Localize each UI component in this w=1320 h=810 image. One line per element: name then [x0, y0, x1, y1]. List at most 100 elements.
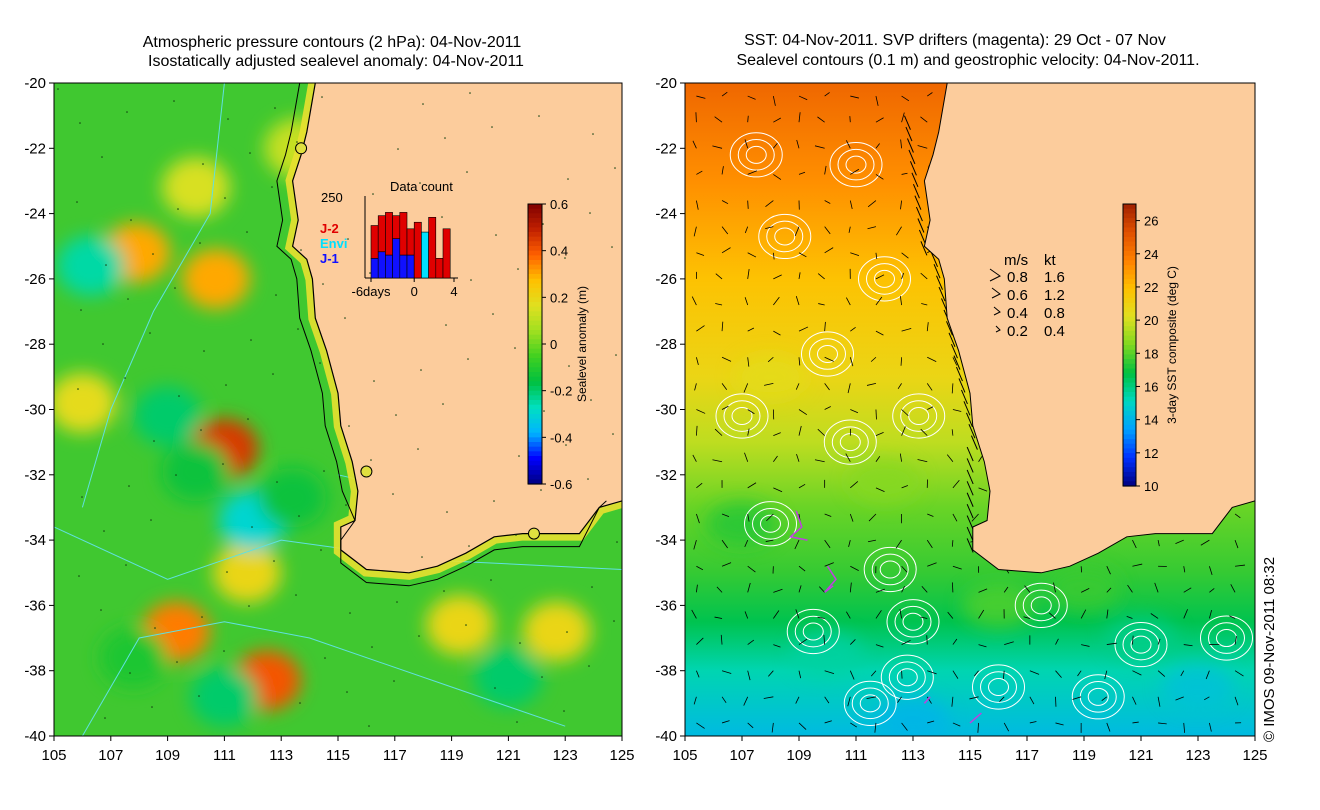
vel-legend-ms: 0.2 [1007, 323, 1028, 340]
data-point [198, 695, 200, 697]
colorbar-segment [528, 428, 542, 434]
colorbar-segment [1123, 359, 1136, 365]
data-point [422, 103, 424, 105]
velocity-arrow [1029, 721, 1037, 724]
data-point [368, 725, 370, 727]
velocity-arrow [1132, 539, 1137, 549]
velocity-arrow [693, 696, 697, 705]
velocity-arrow [818, 303, 825, 306]
data-point [615, 354, 617, 356]
velocity-arrow [798, 252, 807, 258]
data-point [465, 624, 467, 626]
sealevel-contour [745, 145, 767, 164]
colorbar-segment [528, 325, 542, 331]
velocity-arrow [951, 696, 954, 707]
velocity-arrow [917, 459, 928, 463]
velocity-arrow [1234, 670, 1244, 677]
vel-legend-ms-header: m/s [1004, 252, 1028, 269]
velocity-arrow [721, 226, 729, 235]
velocity-arrow [814, 459, 825, 463]
data-point [346, 691, 348, 693]
sst-colorbar: 26 24 22 20 18 16 14 12 10 3-day SST composite (d… [1122, 203, 1179, 494]
colorbar-segment [1123, 396, 1136, 402]
sealevel-contour [859, 694, 881, 713]
sealevel-contour [723, 400, 761, 432]
sealevel-contour [786, 608, 840, 655]
current-arrow [912, 184, 920, 199]
velocity-arrow [927, 356, 937, 363]
colorbar-segment [1123, 377, 1136, 384]
current-arrow [966, 446, 974, 462]
velocity-arrow [747, 327, 755, 332]
inset-legend-j-1: J-1 [320, 251, 339, 266]
data-point [592, 133, 594, 135]
velocity-arrow [875, 487, 885, 492]
current-arrow [966, 481, 974, 496]
sealevel-contour [731, 407, 753, 426]
data-point [519, 642, 521, 644]
y-tick-label: -22 [24, 140, 46, 157]
velocity-arrow [817, 273, 825, 280]
anomaly-blob [99, 627, 168, 688]
inset-ymax: 250 [321, 190, 343, 205]
velocity-arrow [845, 453, 851, 462]
data-point [57, 88, 59, 90]
velocity-arrow [721, 247, 731, 254]
velocity-arrow [1180, 670, 1185, 677]
velocity-arrow [870, 670, 877, 677]
velocity-arrow [1132, 696, 1137, 705]
anomaly-blob [426, 594, 495, 655]
tide-gauge-marker [360, 465, 373, 478]
colorbar-segment [528, 432, 542, 438]
velocity-arrow [747, 722, 754, 729]
colorbar-segment [1123, 462, 1136, 468]
data-point [201, 616, 203, 618]
sealevel-contour [774, 227, 796, 246]
x-tick-label: 105 [41, 747, 66, 764]
current-arrow [938, 286, 946, 302]
colorbar-segment [1123, 326, 1136, 332]
colorbar-segment [528, 274, 542, 280]
velocity-arrow [824, 321, 826, 332]
colorbar-segment [528, 474, 542, 480]
velocity-arrow [875, 95, 879, 106]
data-point [127, 298, 129, 300]
y-tick-label: -24 [24, 206, 46, 223]
velocity-arrow [747, 357, 750, 367]
colorbar-tick-label: 20 [1144, 313, 1158, 328]
data-point [613, 620, 615, 622]
velocity-arrow [696, 584, 698, 593]
velocity-arrow [921, 303, 928, 306]
data-point [345, 504, 347, 506]
velocity-arrow [798, 638, 808, 645]
y-tick-label: -32 [24, 467, 46, 484]
sealevel-contour [888, 661, 926, 694]
colorbar-segment [528, 236, 542, 242]
colorbar-segment [1123, 222, 1136, 229]
velocity-arrow [951, 540, 954, 547]
velocity-arrow [817, 428, 825, 436]
current-arrow [914, 195, 922, 210]
velocity-arrow [866, 696, 877, 699]
y-tick-label: -32 [655, 467, 677, 484]
data-point [397, 148, 399, 150]
sealevel-contour [817, 344, 838, 363]
colorbar-segment [528, 278, 542, 284]
velocity-arrow [773, 296, 780, 306]
velocity-arrow [1029, 696, 1035, 705]
velocity-arrow [714, 428, 723, 436]
current-arrow [970, 435, 978, 450]
sealevel-contour [858, 256, 911, 302]
velocity-arrow [798, 272, 801, 279]
velocity-arrow [765, 539, 774, 542]
data-point [589, 212, 591, 214]
velocity-arrow [1106, 587, 1112, 593]
velocity-arrow [874, 722, 877, 733]
colorbar-segment [528, 395, 542, 401]
current-arrow [933, 264, 941, 279]
data-point [101, 156, 103, 158]
velocity-arrow [875, 252, 878, 260]
velocity-arrow [875, 409, 877, 420]
current-arrow [948, 332, 956, 347]
velocity-arrow [1234, 513, 1241, 519]
